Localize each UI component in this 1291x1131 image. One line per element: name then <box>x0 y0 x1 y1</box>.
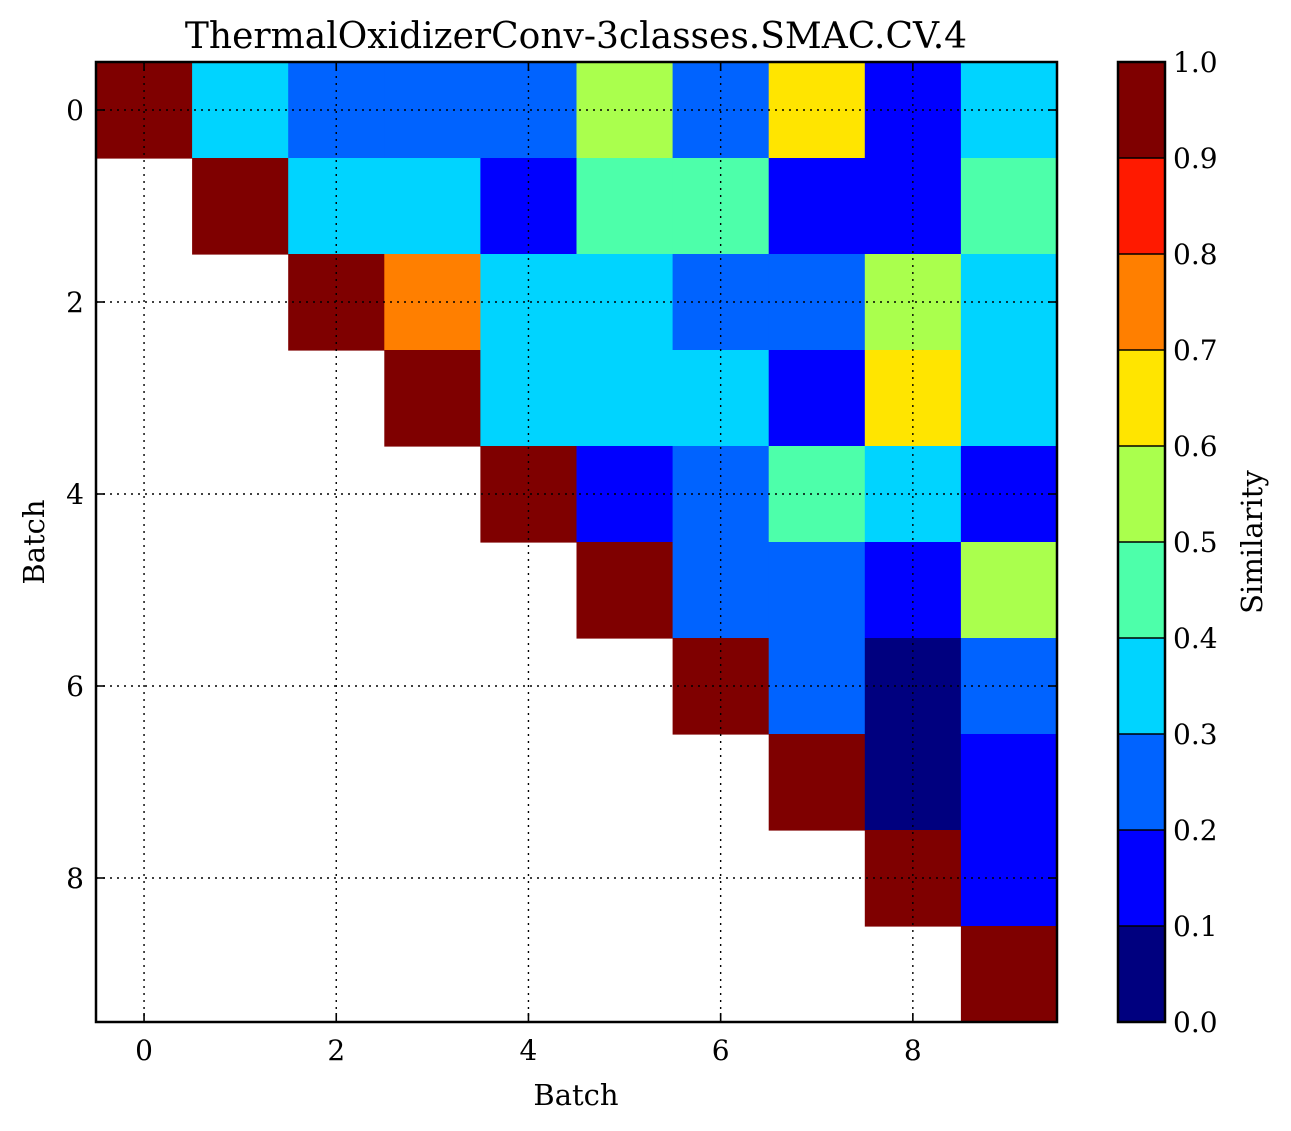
y-axis-label: Batch <box>17 499 51 584</box>
heatmap-cell <box>960 830 1058 927</box>
chart-title: ThermalOxidizerConv-3classes.SMAC.CV.4 <box>185 16 967 57</box>
colorbar-tick-label: 0.0 <box>1173 1006 1218 1039</box>
heatmap-cell <box>864 734 962 831</box>
colorbar-tick-label: 0.8 <box>1173 238 1218 271</box>
colorbar-tick-label: 0.1 <box>1173 910 1218 943</box>
y-tick-label: 2 <box>66 286 84 319</box>
heatmap-cell <box>864 158 962 255</box>
colorbar-tick-label: 0.3 <box>1173 718 1218 751</box>
colorbar-segment <box>1118 734 1165 831</box>
heatmap-cell <box>384 350 481 447</box>
heatmap-cell <box>672 158 770 255</box>
heatmap-cell <box>960 734 1058 831</box>
heatmap-cell <box>960 446 1058 543</box>
heatmap-cell <box>960 62 1058 159</box>
colorbar-tick-label: 0.2 <box>1173 814 1218 847</box>
heatmap-cell <box>480 158 578 255</box>
colorbar-tick-label: 0.6 <box>1173 430 1218 463</box>
colorbar-segment <box>1118 254 1165 351</box>
x-tick-label: 4 <box>520 1034 538 1067</box>
heatmap-cell <box>96 62 193 159</box>
colorbar-segment <box>1118 62 1165 159</box>
heatmap-cell <box>960 254 1058 351</box>
heatmap-cell <box>192 158 289 255</box>
colorbar-ticks: 0.0 0.1 0.2 0.3 0.4 0.5 0.6 0.7 0.8 0.9 1.0 <box>1118 46 1218 1039</box>
heatmap-cell <box>576 542 674 639</box>
colorbar-segment <box>1118 830 1165 927</box>
colorbar-tick-label: 0.7 <box>1173 334 1218 367</box>
heatmap-cell <box>576 350 674 447</box>
heatmap-cell <box>288 254 385 351</box>
heatmap-cell <box>192 62 289 159</box>
heatmap-cell <box>864 830 962 927</box>
colorbar-segment <box>1118 542 1165 639</box>
colorbar-segment <box>1118 350 1165 447</box>
heatmap-cell <box>768 350 866 447</box>
axis-ticks: 0 2 4 6 8 0 2 4 6 8 <box>66 62 1057 1067</box>
heatmap-cell <box>960 638 1058 735</box>
colorbar <box>1118 62 1165 1023</box>
heatmap-cell <box>576 62 674 159</box>
colorbar-tick-label: 1.0 <box>1173 46 1218 79</box>
y-tick-label: 4 <box>66 478 84 511</box>
colorbar-tick-label: 0.9 <box>1173 142 1218 175</box>
colorbar-segment <box>1118 926 1165 1023</box>
heatmap-cell <box>288 62 385 159</box>
heatmap-cell <box>960 158 1058 255</box>
heatmap-cell <box>384 158 481 255</box>
heatmap-cells <box>96 62 1058 1023</box>
x-tick-label: 0 <box>135 1034 153 1067</box>
y-tick-label: 8 <box>66 862 84 895</box>
heatmap-cell <box>864 542 962 639</box>
colorbar-segment <box>1118 638 1165 735</box>
heatmap-cell <box>576 446 674 543</box>
colorbar-segment <box>1118 446 1165 543</box>
heatmap-cell <box>768 158 866 255</box>
colorbar-tick-label: 0.4 <box>1173 622 1218 655</box>
heatmap-cell <box>576 158 674 255</box>
y-tick-label: 6 <box>66 670 84 703</box>
heatmap-cell <box>960 350 1058 447</box>
heatmap-cell <box>288 158 385 255</box>
heatmap-cell <box>960 542 1058 639</box>
x-tick-label: 6 <box>712 1034 730 1067</box>
x-axis-label: Batch <box>533 1078 618 1112</box>
x-tick-label: 2 <box>327 1034 345 1067</box>
heatmap-cell <box>768 734 866 831</box>
heatmap-cell <box>768 542 866 639</box>
grid-lines <box>96 62 1057 1022</box>
colorbar-segment <box>1118 158 1165 255</box>
heatmap-cell <box>672 542 770 639</box>
heatmap-cell <box>480 446 578 543</box>
heatmap-cell <box>864 446 962 543</box>
colorbar-label: Similarity <box>1235 470 1269 614</box>
y-tick-label: 0 <box>66 94 84 127</box>
heatmap-cell <box>960 926 1058 1023</box>
colorbar-tick-label: 0.5 <box>1173 526 1218 559</box>
heatmap-cell <box>576 254 674 351</box>
plot-frame <box>94 60 1059 1024</box>
x-tick-label: 8 <box>904 1034 922 1067</box>
